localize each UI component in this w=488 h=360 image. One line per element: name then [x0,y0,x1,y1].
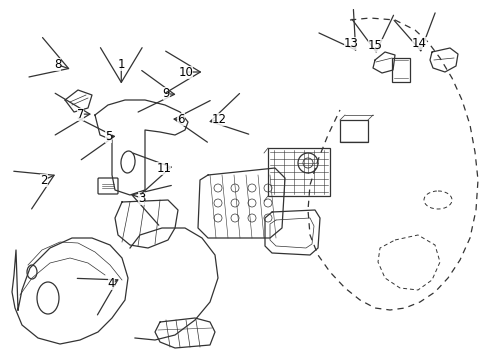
Text: 7: 7 [77,108,84,121]
Text: 3: 3 [138,192,145,204]
Text: 15: 15 [367,39,382,52]
Text: 9: 9 [162,87,170,100]
Text: 1: 1 [117,58,125,71]
Text: 12: 12 [211,113,226,126]
Text: 14: 14 [411,37,426,50]
Text: 6: 6 [177,113,184,126]
Text: 11: 11 [156,162,171,175]
Text: 8: 8 [54,58,61,71]
Bar [391,58,409,82]
Text: 5: 5 [104,130,112,143]
Bar [267,148,329,196]
Bar [339,120,367,142]
Text: 13: 13 [343,37,358,50]
Text: 2: 2 [40,174,48,186]
Text: 10: 10 [178,66,193,78]
Text: 4: 4 [107,277,115,290]
